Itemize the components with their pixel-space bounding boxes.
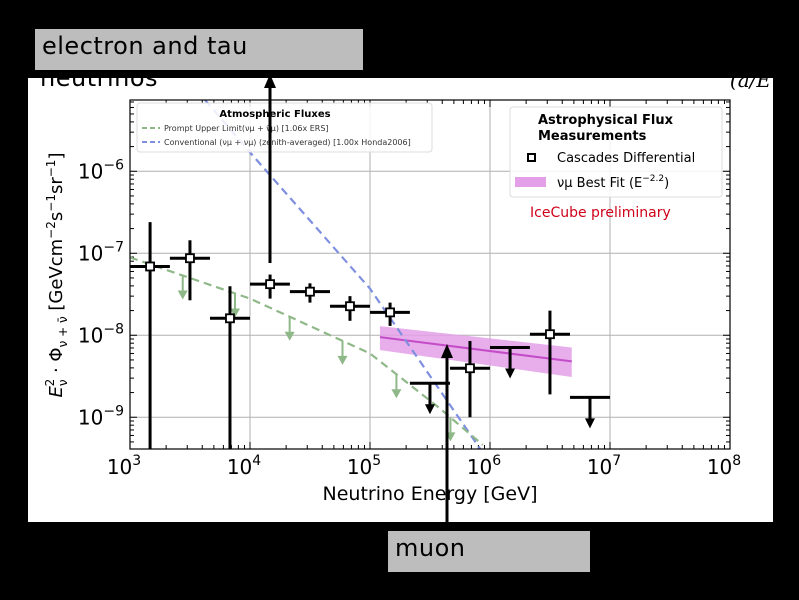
arrow-down-icon <box>230 308 241 318</box>
arrow-down-icon <box>337 355 348 365</box>
data-point-marker <box>465 363 475 374</box>
x-tick-label: 103 <box>107 453 141 479</box>
electron-tau-callout: electron and tau <box>35 29 363 70</box>
y-tick-labels: 10−6 10−7 10−8 10−9 <box>78 157 124 429</box>
data-point-marker <box>145 261 155 272</box>
arrow-down-icon <box>177 290 188 300</box>
data-point-marker <box>345 301 355 312</box>
grid <box>130 100 730 449</box>
arrow-down-icon <box>505 368 516 379</box>
x-tick-label: 105 <box>347 453 381 479</box>
data-point-marker <box>385 307 395 318</box>
conventional-flux-line <box>204 100 482 449</box>
series-group <box>130 100 610 449</box>
electron-tau-label-continuation: neutrinos <box>40 78 159 92</box>
minor-ticks <box>129 100 731 449</box>
arrow-up-icon <box>441 344 453 358</box>
prompt-upper-limit-line <box>130 256 484 446</box>
legend-bestfit-swatch <box>515 177 546 187</box>
x-tick-label: 107 <box>587 453 621 479</box>
open-square-marker-icon <box>527 153 536 162</box>
legend-atmospheric: Atmospheric Fluxes Prompt Upper Limit(νμ… <box>136 102 433 153</box>
x-axis-label: Neutrino Energy [GeV] <box>323 483 538 505</box>
legend-box <box>136 102 433 153</box>
data-point-marker <box>305 286 315 297</box>
legend-title-line1: Astrophysical Flux <box>538 113 674 128</box>
legend-bestfit-label: νμ Best Fit (E−2.2) <box>557 174 669 191</box>
y-tick-label: 10−6 <box>78 157 124 183</box>
corner-text-fragment: (a/E <box>729 78 771 92</box>
plot-frame <box>129 99 731 450</box>
x-tick-label: 106 <box>467 453 501 479</box>
y-axis-label: Eν2 · Φν + ν̄ [GeVcm−2s−1sr−1] <box>43 153 70 398</box>
x-tick-label: 104 <box>227 453 261 479</box>
arrow-down-icon <box>584 418 595 429</box>
data-point-marker <box>225 313 235 324</box>
best-fit-line <box>379 336 572 363</box>
legend-astrophysical: Astrophysical Flux Measurements Cascades… <box>509 106 723 198</box>
legend-title-line2: Measurements <box>538 129 647 144</box>
legend-box <box>509 106 723 198</box>
legend-title: Atmospheric Fluxes <box>219 109 330 120</box>
legend-conventional-label: Conventional (νμ + νμ) (zenith-averaged)… <box>164 138 411 147</box>
arrow-down-icon <box>424 404 435 415</box>
legend-cascades-label: Cascades Differential <box>557 151 695 166</box>
data-point-marker <box>185 253 195 264</box>
arrow-up-icon <box>264 74 276 88</box>
y-tick-label: 10−8 <box>78 321 124 347</box>
muon-callout: muon <box>388 531 590 572</box>
x-tick-label: 108 <box>707 453 741 479</box>
data-point-marker <box>545 329 555 340</box>
x-tick-labels: 103 104 105 106 107 108 <box>107 453 741 479</box>
arrow-down-icon <box>284 331 295 341</box>
legend-prompt-label: Prompt Upper Limit(νμ + ν̄μ) [1.06x ERS] <box>164 124 329 133</box>
best-fit-band <box>379 326 572 377</box>
arrow-down-icon <box>391 389 402 399</box>
data-point-marker <box>265 279 275 290</box>
y-tick-label: 10−9 <box>78 403 124 429</box>
series-layer <box>130 100 610 449</box>
icecube-preliminary-label: IceCube preliminary <box>530 205 671 221</box>
y-tick-label: 10−7 <box>78 239 124 265</box>
